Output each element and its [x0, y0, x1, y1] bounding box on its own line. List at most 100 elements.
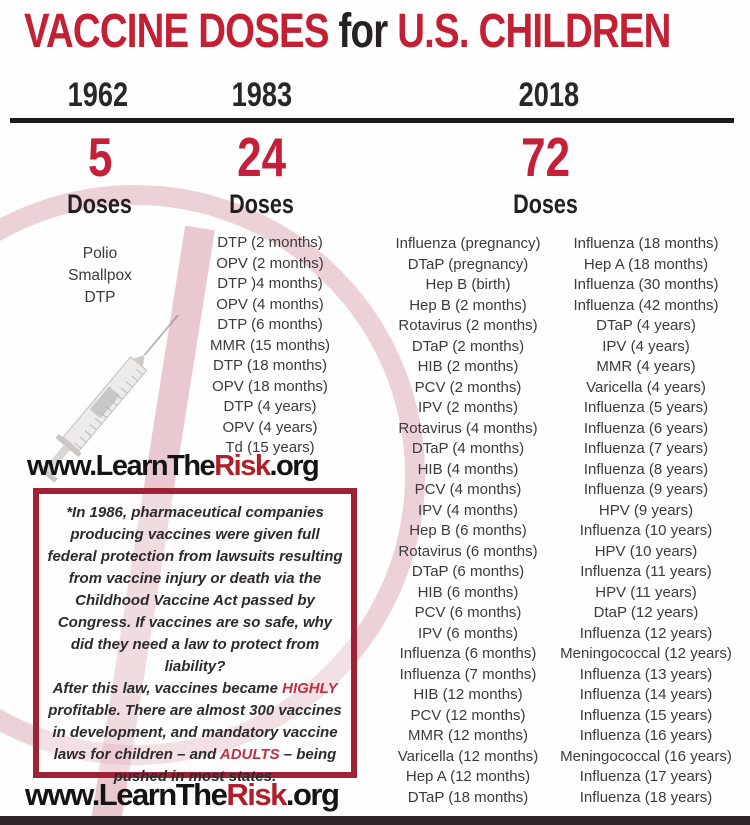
page-title: VACCINE DOSES for U.S. CHILDREN	[24, 4, 740, 60]
list-item: DTaP (2 months)	[411, 337, 525, 355]
note-text: After this law, vaccines became	[52, 680, 283, 697]
website-url-bottom[interactable]: www.LearnTheRisk.org	[25, 777, 340, 813]
list-item: IPV (4 years)	[602, 337, 690, 355]
highlighted-word: ADULTS	[219, 746, 280, 763]
list-item: DTaP (6 months)	[411, 563, 525, 580]
list-item: Influenza (pregnancy)	[395, 235, 541, 252]
list-item: Td (15 years)	[225, 439, 315, 456]
list-item: Hep A (18 months)	[583, 255, 709, 273]
list-item: PCV (4 months)	[414, 481, 522, 498]
vaccine-list-1983: DTP (2 months) OPV (2 months) DTP )4 month…	[180, 233, 360, 459]
list-item: DTP )4 months)	[217, 275, 323, 292]
dose-count-2018: 72	[521, 126, 571, 188]
note-text: – being pushed in most states.	[113, 746, 337, 785]
year-header-2018: 2018	[518, 76, 580, 114]
list-item: Influenza (15 years)	[579, 706, 713, 724]
url-risk: Risk	[226, 777, 287, 812]
title-part-red-2: U.S. CHILDREN	[397, 5, 671, 58]
list-item: DTaP (4 months)	[411, 440, 525, 457]
list-item: OPV (4 months)	[216, 295, 324, 313]
highlighted-word: HIGHLY	[282, 680, 338, 697]
list-item: Influenza (18 months)	[573, 235, 719, 252]
vaccine-list-2018-left: Influenza (pregnancy) DTaP (pregnancy) Hep…	[375, 234, 561, 808]
list-item: IPV (4 months)	[417, 501, 519, 519]
url-pre: www.LearnThe	[25, 777, 228, 812]
list-item: MMR (12 months)	[407, 727, 529, 744]
list-item: Influenza (17 years)	[579, 768, 713, 785]
list-item: Influenza (10 years)	[579, 522, 713, 539]
website-url-middle[interactable]: www.LearnTheRisk.org	[27, 450, 320, 483]
note-paragraph-1: *In 1986, pharmaceutical companies produ…	[47, 504, 343, 675]
dose-count-1962: 5	[87, 126, 113, 188]
list-item: Influenza (9 years)	[583, 481, 709, 498]
list-item: HIB (4 months)	[417, 460, 519, 478]
list-item: Influenza (18 years)	[579, 788, 713, 806]
vaccine-list-2018-right: Influenza (18 months) Hep A (18 months) In…	[553, 234, 739, 808]
list-item: Influenza (7 years)	[583, 440, 709, 457]
header-divider-line	[10, 118, 734, 123]
list-item: DTP	[84, 289, 116, 306]
list-item: Influenza (14 years)	[579, 686, 713, 703]
url-pre: www.LearnThe	[27, 450, 216, 482]
list-item: Hep B (6 months)	[409, 522, 527, 539]
year-header-1983: 1983	[231, 76, 293, 114]
list-item: Meningococcal (16 years)	[560, 747, 732, 765]
title-part-black: for	[328, 5, 398, 58]
note-paragraph-2: After this law, vaccines became HIGHLY p…	[45, 678, 345, 788]
bottom-border-bar	[0, 816, 750, 825]
list-item: Varicella (4 years)	[586, 378, 706, 396]
list-item: Influenza (8 years)	[583, 460, 709, 478]
list-item: Influenza (5 years)	[583, 399, 709, 416]
list-item: DTaP (4 years)	[596, 317, 696, 334]
list-item: MMR (15 months)	[209, 336, 331, 354]
title-part-red-1: VACCINE DOSES	[24, 5, 329, 58]
list-item: DTP (2 months)	[217, 234, 323, 251]
list-item: Influenza (30 months)	[573, 276, 719, 293]
list-item: DTaP (pregnancy)	[407, 255, 529, 273]
list-item: DTP (4 years)	[223, 398, 317, 415]
list-item: OPV (18 months)	[212, 377, 328, 395]
list-item: HPV (10 years)	[594, 542, 698, 560]
liability-note-box: *In 1986, pharmaceutical companies produ…	[33, 488, 357, 785]
list-item: Influenza (7 months)	[399, 665, 537, 683]
doses-label-1962: Doses	[67, 189, 133, 219]
list-item: PCV (2 months)	[414, 378, 522, 396]
list-item: OPV (2 months)	[216, 254, 324, 272]
list-item: Rotavirus (2 months)	[398, 317, 538, 334]
list-item: Influenza (11 years)	[580, 563, 712, 580]
list-item: Polio	[82, 245, 118, 262]
year-header-1962: 1962	[67, 76, 129, 114]
list-item: Hep B (2 months)	[409, 296, 527, 314]
list-item: Smallpox	[68, 267, 132, 284]
list-item: HPV (9 years)	[598, 501, 694, 519]
list-item: MMR (4 years)	[596, 358, 696, 375]
list-item: Influenza (6 years)	[583, 419, 709, 437]
list-item: HIB (2 months)	[417, 358, 519, 375]
list-item: DtaP (12 years)	[593, 604, 699, 621]
doses-label-2018: Doses	[513, 189, 579, 219]
list-item: PCV (12 months)	[410, 706, 526, 724]
list-item: DTaP (18 months)	[407, 788, 529, 806]
list-item: Influenza (42 months)	[573, 296, 719, 314]
list-item: IPV (2 months)	[417, 399, 519, 416]
list-item: Rotavirus (4 months)	[398, 419, 538, 437]
dose-count-1983: 24	[237, 126, 287, 188]
url-post: .org	[269, 450, 319, 482]
list-item: Influenza (12 years)	[579, 624, 713, 642]
list-item: IPV (6 months)	[417, 624, 519, 642]
vaccine-list-1962: Polio Smallpox DTP	[20, 243, 180, 309]
doses-label-1983: Doses	[229, 189, 295, 219]
url-risk: Risk	[214, 450, 271, 482]
list-item: Hep A (12 months)	[405, 768, 531, 785]
list-item: Hep B (birth)	[425, 276, 511, 293]
list-item: Meningococcal (12 years)	[560, 645, 732, 662]
list-item: DTP (18 months)	[213, 357, 327, 374]
list-item: HPV (11 years)	[595, 583, 697, 601]
list-item: HIB (12 months)	[413, 686, 523, 703]
url-post: .org	[285, 777, 340, 812]
list-item: Varicella (12 months)	[397, 747, 539, 765]
list-item: OPV (4 years)	[222, 418, 318, 436]
list-item: DTP (6 months)	[217, 316, 323, 333]
list-item: Influenza (16 years)	[579, 727, 713, 744]
